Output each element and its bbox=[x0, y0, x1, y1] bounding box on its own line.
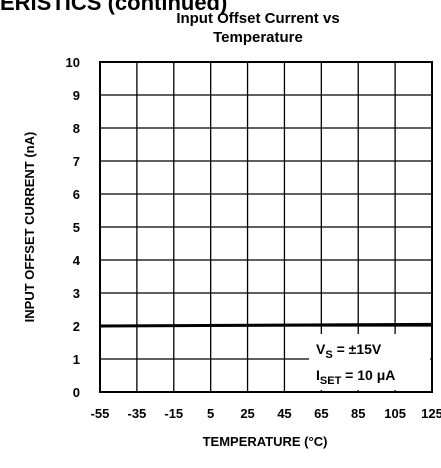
x-tick-label: -35 bbox=[127, 406, 146, 421]
y-tick-label: 4 bbox=[73, 253, 81, 268]
annotation-rest: = ±15V bbox=[333, 341, 382, 357]
x-tick-label: 85 bbox=[351, 406, 365, 421]
y-tick-label: 1 bbox=[73, 352, 80, 367]
y-tick-label: 2 bbox=[73, 319, 80, 334]
y-tick-label: 10 bbox=[66, 55, 80, 70]
annotation-box bbox=[309, 334, 430, 390]
annotation: ISET = 10 μA bbox=[316, 367, 395, 387]
chart-title: Input Offset Current vs bbox=[176, 10, 339, 27]
x-tick-label: 105 bbox=[384, 406, 406, 421]
y-tick-label: 8 bbox=[73, 121, 80, 136]
data-line bbox=[99, 322, 433, 328]
annotation: VS = ±15V bbox=[316, 341, 382, 361]
annotation-sub: S bbox=[325, 349, 332, 361]
y-tick-label: 5 bbox=[73, 220, 80, 235]
annotation-sub: SET bbox=[320, 375, 342, 387]
y-tick-label: 7 bbox=[73, 154, 80, 169]
x-tick-label: -55 bbox=[91, 406, 110, 421]
x-axis-label: TEMPERATURE (°C) bbox=[203, 434, 328, 449]
x-tick-label: -15 bbox=[164, 406, 183, 421]
chart-title: Temperature bbox=[213, 29, 303, 46]
plot-frame bbox=[99, 61, 433, 393]
x-tick-label: 5 bbox=[207, 406, 214, 421]
y-tick-label: 3 bbox=[73, 286, 80, 301]
y-tick-label: 0 bbox=[73, 385, 80, 400]
x-tick-label: 25 bbox=[240, 406, 254, 421]
x-tick-label: 65 bbox=[314, 406, 328, 421]
y-tick-label: 9 bbox=[73, 88, 80, 103]
y-axis-label: INPUT OFFSET CURRENT (nA) bbox=[22, 132, 37, 323]
annotation-main: V bbox=[316, 341, 326, 357]
annotation-main: I bbox=[316, 367, 320, 383]
y-tick-label: 6 bbox=[73, 187, 80, 202]
page-header: ERISTICS (continued) bbox=[0, 0, 227, 15]
x-tick-label: 45 bbox=[277, 406, 291, 421]
x-tick-label: 125 bbox=[421, 406, 441, 421]
annotation-rest: = 10 μA bbox=[341, 367, 395, 383]
